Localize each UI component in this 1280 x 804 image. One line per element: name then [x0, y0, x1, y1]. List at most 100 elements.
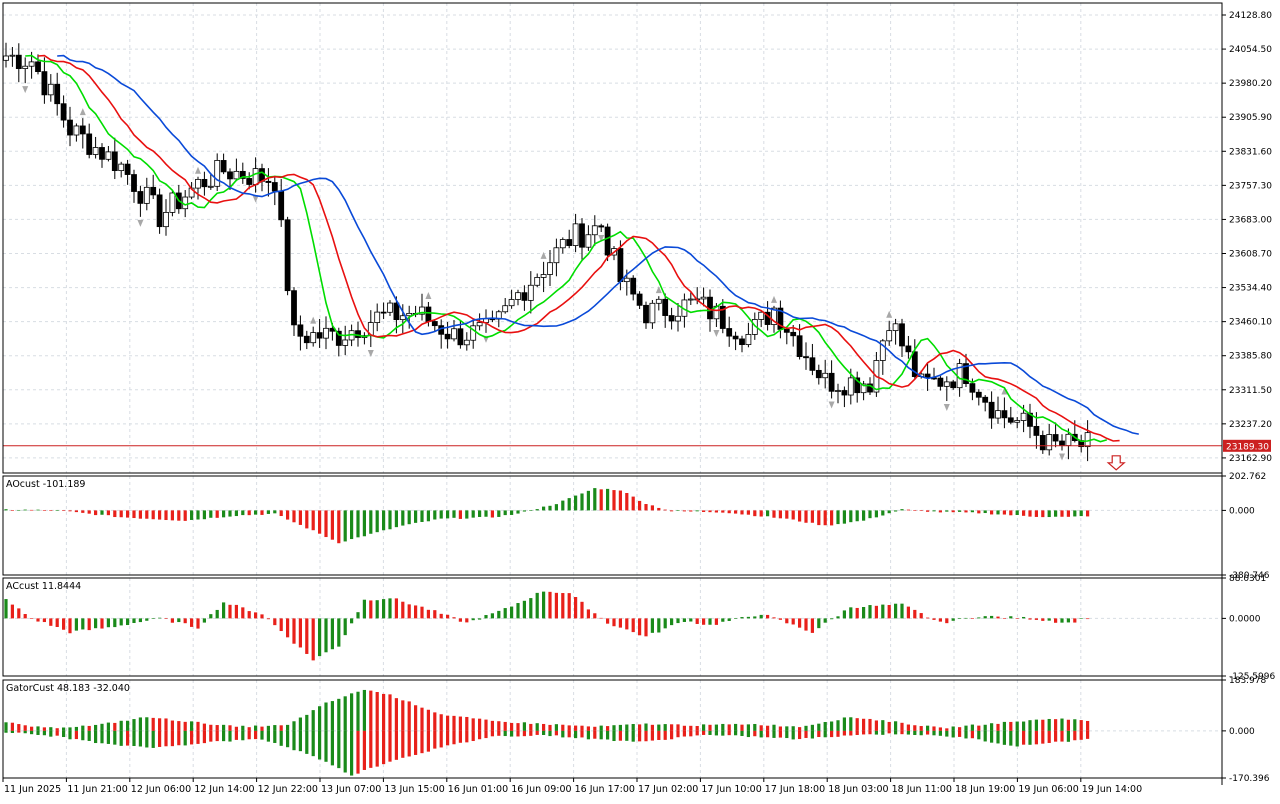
candle-bull	[195, 178, 201, 189]
gator-bar-lower	[1086, 730, 1090, 739]
x-tick-label: 16 Jun 17:00	[575, 784, 635, 795]
gator-bar-lower	[433, 730, 437, 749]
histogram-bar	[228, 510, 232, 517]
gator-bar-lower	[778, 730, 782, 738]
gator-bar-upper	[17, 724, 21, 731]
histogram-bar	[484, 615, 488, 619]
histogram-bar	[62, 510, 66, 512]
gator-bar-lower	[452, 730, 456, 745]
indicator-title: GatorCust 48.183 -32.040	[6, 683, 130, 694]
histogram-bar	[1066, 618, 1070, 623]
gator-bar-upper	[279, 725, 283, 731]
gator-bar-upper	[138, 717, 142, 731]
histogram-bar	[900, 509, 904, 511]
gator-bar-lower	[734, 730, 738, 736]
gator-bar-upper	[830, 721, 834, 731]
gator-bar-lower	[900, 730, 904, 735]
histogram-bar	[305, 510, 309, 529]
gator-bar-lower	[945, 730, 949, 737]
histogram-bar	[919, 613, 923, 619]
gator-bar-lower	[670, 730, 674, 740]
histogram-bar	[10, 510, 14, 511]
histogram-bar	[913, 509, 917, 511]
gator-bar-lower	[874, 730, 878, 735]
gator-bar-upper	[465, 716, 469, 731]
histogram-bar	[702, 618, 706, 625]
gator-bar-upper	[638, 724, 642, 731]
x-tick-label: 16 Jun 01:00	[448, 784, 508, 795]
ma-slow-line	[57, 54, 1139, 435]
histogram-bar	[535, 592, 539, 619]
candle-bear	[643, 304, 649, 324]
gator-bar-upper	[625, 724, 629, 731]
gator-bar-lower	[1054, 730, 1058, 742]
gator-bar-lower	[292, 730, 296, 751]
histogram-bar	[932, 618, 936, 620]
histogram-bar	[324, 510, 328, 538]
candle-bear	[937, 377, 944, 387]
x-tick-label: 18 Jun 19:00	[955, 784, 1015, 795]
ma-fast-line	[25, 54, 1108, 443]
gator-bar-lower	[1015, 730, 1019, 747]
gator-bar-lower	[1009, 730, 1013, 746]
candle-bull	[892, 323, 899, 332]
gator-bar-lower	[535, 730, 539, 735]
gator-bar-lower	[23, 730, 27, 734]
gator-bar-lower	[574, 730, 578, 739]
histogram-bar	[311, 618, 315, 661]
candle-bear	[15, 54, 22, 70]
histogram-bar	[55, 509, 59, 511]
histogram-bar	[375, 600, 379, 619]
gator-bar-upper	[247, 727, 251, 731]
gator-bar-lower	[298, 730, 302, 752]
current-price-tag	[1223, 439, 1271, 452]
gator-bar-upper	[4, 722, 8, 731]
gator-bar-upper	[292, 721, 296, 731]
gator-bar-upper	[209, 724, 213, 731]
candle-bear	[950, 381, 957, 389]
candle-bear	[815, 369, 822, 379]
histogram-bar	[68, 618, 72, 634]
candle-bull	[406, 312, 413, 317]
gator-bar-lower	[446, 730, 450, 746]
histogram-bar	[1041, 510, 1045, 518]
histogram-bar	[983, 510, 987, 514]
candle-bear	[425, 306, 432, 322]
histogram-bar	[740, 510, 744, 515]
y-tick-label: 24128.80	[1229, 11, 1272, 21]
gator-bar-upper	[772, 724, 776, 731]
gator-bar-lower	[190, 730, 194, 745]
gator-bar-upper	[260, 726, 264, 731]
gator-bar-lower	[926, 730, 930, 735]
gator-bar-upper	[36, 726, 40, 731]
histogram-bar	[548, 505, 552, 511]
gator-bar-lower	[286, 730, 290, 748]
gator-bar-lower	[113, 730, 117, 745]
histogram-bar	[126, 618, 130, 626]
candle-bear	[284, 219, 291, 292]
histogram-bar	[452, 510, 456, 518]
candle-bear	[579, 223, 585, 248]
histogram-bar	[746, 616, 750, 619]
candle-bear	[265, 180, 272, 183]
histogram-bar	[311, 510, 315, 531]
gator-bar-lower	[1022, 730, 1026, 745]
gator-bar-lower	[542, 730, 546, 736]
gator-bar-upper	[196, 721, 200, 731]
histogram-bar	[535, 509, 539, 511]
gator-bar-lower	[1073, 730, 1077, 741]
candle-bull	[233, 170, 240, 180]
histogram-bar	[772, 510, 776, 518]
histogram-bar	[855, 510, 859, 522]
gator-bar-lower	[996, 730, 1000, 744]
candle-bear	[124, 163, 131, 175]
histogram-bar	[324, 618, 328, 653]
histogram-bar	[1028, 618, 1032, 620]
histogram-bar	[414, 605, 418, 619]
candle-bear	[131, 174, 137, 192]
gator-bar-upper	[542, 723, 546, 731]
histogram-bar	[388, 510, 392, 530]
gator-bar-lower	[689, 730, 693, 737]
histogram-bar	[30, 618, 34, 619]
histogram-bar	[868, 510, 872, 519]
